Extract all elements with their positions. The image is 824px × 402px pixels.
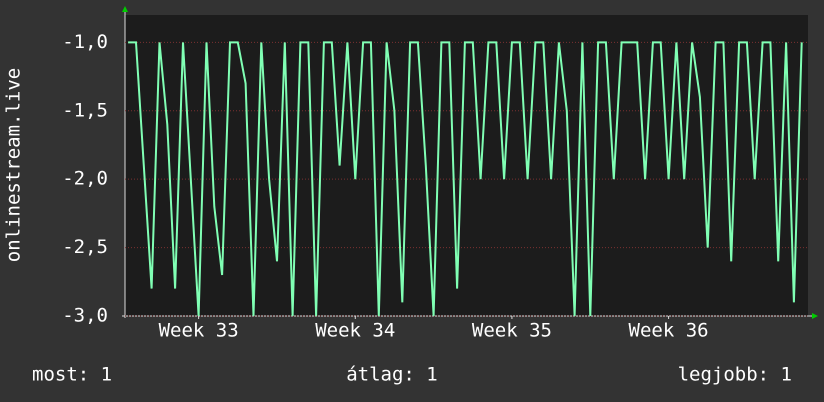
stat-max: legjobb: 1: [678, 364, 792, 386]
x-tick-label: Week 35: [472, 320, 552, 342]
stat-average: átlag: 1: [346, 364, 438, 386]
stat-current: most: 1: [32, 364, 112, 386]
y-tick-label: -3,0: [62, 305, 108, 327]
x-tick-label: Week 34: [315, 320, 395, 342]
y-tick-label: -1,5: [62, 99, 108, 121]
y-tick-label: -1,0: [62, 31, 108, 53]
y-tick-label: -2,0: [62, 168, 108, 190]
x-tick-label: Week 36: [629, 320, 709, 342]
x-tick-label: Week 33: [159, 320, 239, 342]
data-line: [128, 41, 803, 317]
plot-area: [125, 15, 808, 316]
y-axis-title: onlinestream.live: [3, 68, 25, 262]
y-tick-label: -2,5: [62, 236, 108, 258]
